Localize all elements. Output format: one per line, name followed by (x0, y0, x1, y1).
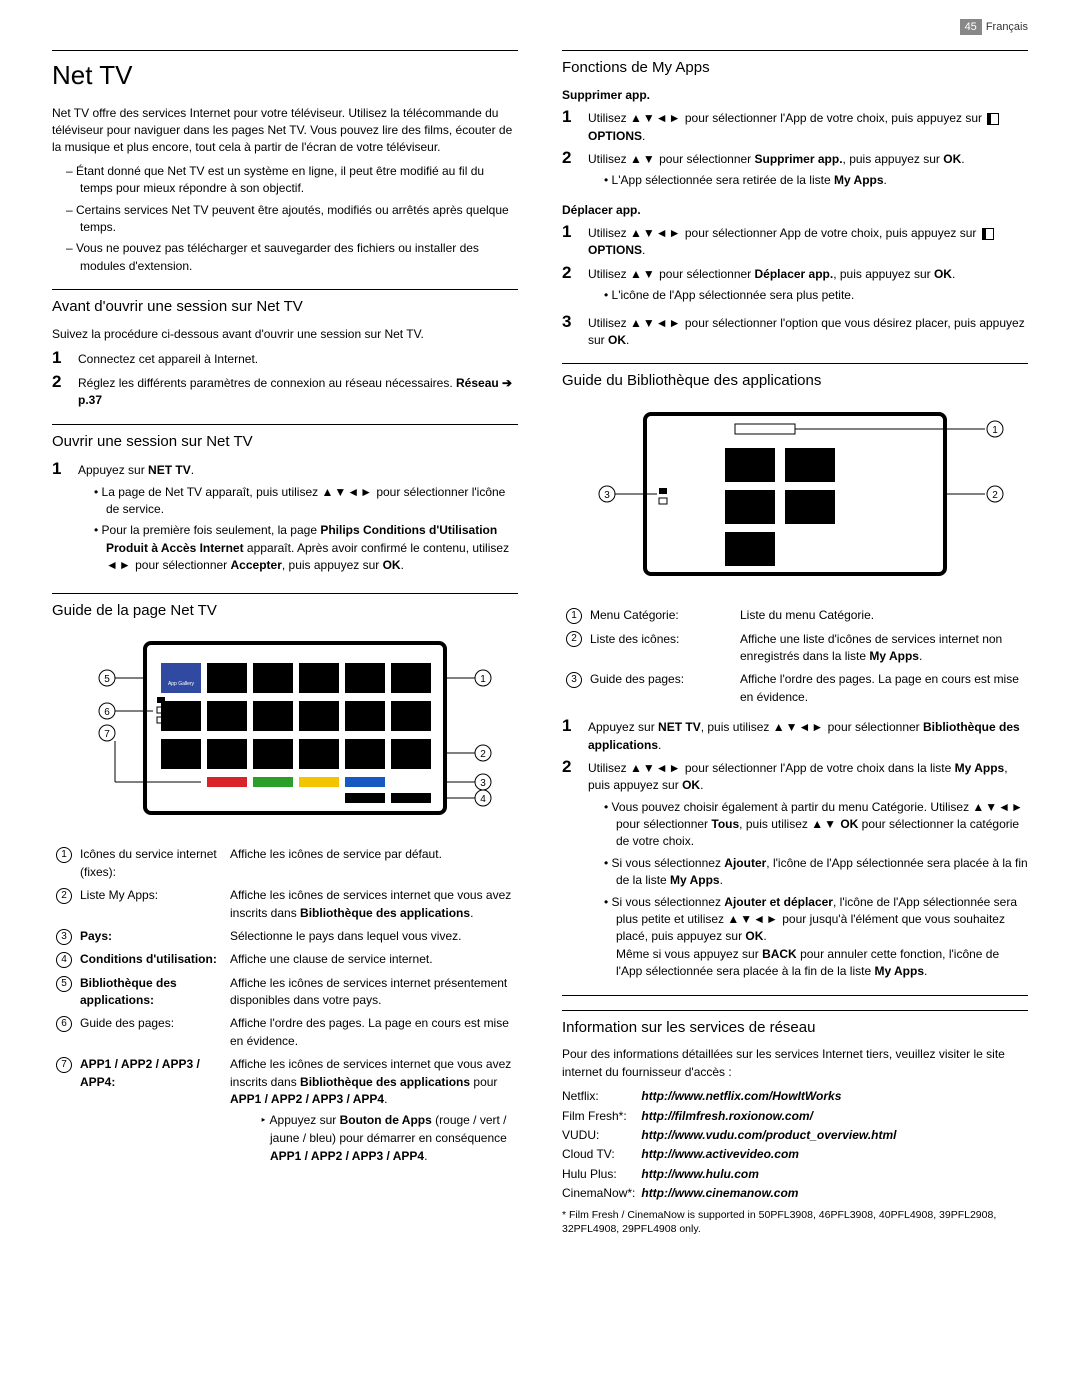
lib-step-2: Utilisez ▲▼◄► pour sélectionner l'App de… (588, 758, 1028, 985)
footnote: * Film Fresh / CinemaNow is supported in… (562, 1209, 1028, 1236)
svg-text:7: 7 (104, 729, 110, 740)
section-net-title: Information sur les services de réseau (562, 1010, 1028, 1039)
service-table: Netflix:http://www.netflix.com/HowItWork… (562, 1087, 903, 1203)
svg-text:2: 2 (992, 490, 998, 501)
intro-bullet: Étant donné que Net TV est un système en… (52, 163, 518, 198)
lib-step-1: Appuyez sur NET TV, puis utilisez ▲▼◄► p… (588, 717, 1028, 754)
svg-text:5: 5 (104, 674, 110, 685)
move-app-heading: Déplacer app. (562, 202, 1028, 219)
section-open-title: Ouvrir une session sur Net TV (52, 424, 518, 453)
nettv-legend: 1Icônes du service internet (fixes):Affi… (52, 843, 518, 1172)
del-step-1: Utilisez ▲▼◄► pour sélectionner l'App de… (588, 108, 1028, 145)
svg-text:3: 3 (480, 778, 486, 789)
net-lead: Pour des informations détaillées sur les… (562, 1046, 1028, 1081)
page-number: 45Français (960, 20, 1028, 36)
page-title: Net TV (52, 50, 518, 95)
svg-text:App Gallery: App Gallery (168, 681, 195, 687)
right-column: Fonctions de My Apps Supprimer app. 1 Ut… (562, 50, 1028, 1243)
svg-text:1: 1 (480, 674, 486, 685)
options-icon (987, 113, 999, 125)
svg-text:6: 6 (104, 707, 110, 718)
left-column: Net TV Net TV offre des services Interne… (52, 50, 518, 1243)
options-icon (982, 228, 994, 240)
svg-text:1: 1 (992, 425, 998, 436)
intro-bullet: Certains services Net TV peuvent être aj… (52, 202, 518, 237)
open-step-1: Appuyez sur NET TV. La page de Net TV ap… (78, 460, 518, 578)
lib-legend: 1Menu Catégorie:Liste du menu Catégorie.… (562, 604, 1028, 709)
before-lead: Suivez la procédure ci-dessous avant d'o… (52, 326, 518, 343)
mov-step-3: Utilisez ▲▼◄► pour sélectionner l'option… (588, 313, 1028, 350)
section-fn-title: Fonctions de My Apps (562, 50, 1028, 79)
intro-text: Net TV offre des services Internet pour … (52, 105, 518, 157)
nettv-page-diagram: App Gallery (52, 633, 518, 833)
intro-bullet: Vous ne pouvez pas télécharger et sauveg… (52, 240, 518, 275)
section-guide-net-title: Guide de la page Net TV (52, 593, 518, 622)
svg-text:2: 2 (480, 749, 486, 760)
svg-text:3: 3 (604, 490, 610, 501)
app-library-diagram: 1 2 3 (562, 404, 1028, 594)
del-step-2: Utilisez ▲▼ pour sélectionner Supprimer … (588, 149, 1028, 194)
section-lib-title: Guide du Bibliothèque des applications (562, 363, 1028, 392)
before-step-2: Réglez les différents paramètres de conn… (78, 373, 518, 410)
svg-text:4: 4 (480, 794, 486, 805)
delete-app-heading: Supprimer app. (562, 87, 1028, 104)
mov-step-2: Utilisez ▲▼ pour sélectionner Déplacer a… (588, 264, 1028, 309)
before-step-1: Connectez cet appareil à Internet. (78, 349, 518, 368)
section-before-title: Avant d'ouvrir une session sur Net TV (52, 289, 518, 318)
mov-step-1: Utilisez ▲▼◄► pour sélectionner App de v… (588, 223, 1028, 260)
